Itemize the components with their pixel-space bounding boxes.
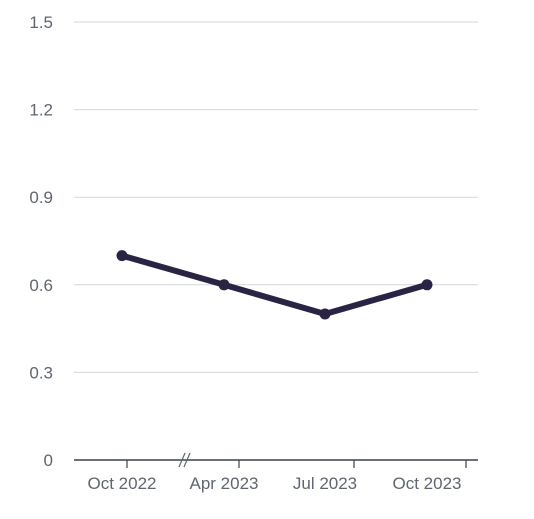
- x-axis: [74, 452, 478, 468]
- data-point: [421, 279, 433, 291]
- series-line: [119, 252, 430, 317]
- series-layer: [116, 250, 433, 320]
- y-tick-label: 1.5: [29, 13, 53, 32]
- data-point: [116, 250, 128, 262]
- data-point: [218, 279, 230, 291]
- y-tick-label: 0.6: [29, 276, 53, 295]
- y-tick-label: 0.3: [29, 363, 53, 382]
- y-tick-label: 1.2: [29, 101, 53, 120]
- y-tick-label: 0: [44, 451, 53, 470]
- y-tick-label: 0.9: [29, 188, 53, 207]
- data-point: [319, 308, 331, 320]
- axis-break-mark: [178, 452, 191, 468]
- x-tick-label: Apr 2023: [190, 474, 259, 493]
- gridlines: [74, 21, 478, 373]
- x-axis-ticks: Oct 2022 Apr 2023 Jul 2023 Oct 2023: [88, 460, 467, 493]
- y-axis-ticks: 0 0.3 0.6 0.9 1.2 1.5: [29, 13, 53, 470]
- x-tick-label: Jul 2023: [293, 474, 357, 493]
- x-tick-label: Oct 2022: [88, 474, 157, 493]
- x-tick-label: Oct 2023: [393, 474, 462, 493]
